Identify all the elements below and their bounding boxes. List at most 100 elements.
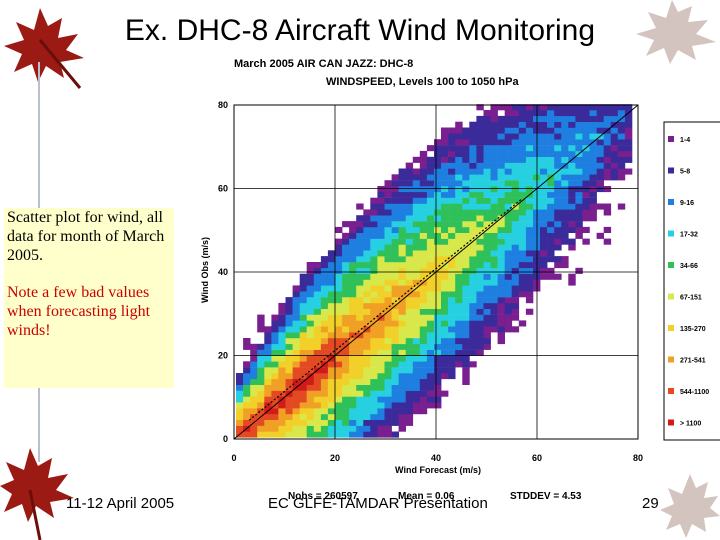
density-cell bbox=[278, 419, 286, 426]
density-cell bbox=[292, 413, 300, 420]
density-cell bbox=[320, 373, 329, 380]
density-cell bbox=[525, 221, 534, 228]
density-cell bbox=[448, 355, 456, 362]
density-cell bbox=[497, 209, 505, 216]
density-cell bbox=[455, 343, 463, 350]
density-cell bbox=[554, 256, 562, 263]
density-cell bbox=[306, 326, 315, 333]
density-cell bbox=[257, 314, 265, 321]
stat-mean: Mean = 0.06 bbox=[398, 491, 455, 502]
density-cell bbox=[292, 390, 300, 397]
density-cell bbox=[603, 162, 612, 169]
density-cell bbox=[405, 244, 414, 251]
density-cell bbox=[292, 314, 300, 321]
density-cell bbox=[419, 343, 428, 350]
density-cell bbox=[603, 174, 612, 181]
density-cell bbox=[285, 314, 293, 321]
density-cell bbox=[518, 115, 527, 122]
density-cell bbox=[504, 279, 513, 286]
density-cell bbox=[462, 349, 470, 356]
density-cell bbox=[610, 110, 619, 117]
density-cell bbox=[469, 308, 477, 315]
density-cell bbox=[518, 104, 527, 111]
density-cell bbox=[363, 419, 371, 426]
density-cell bbox=[441, 285, 449, 292]
density-cell bbox=[448, 174, 456, 181]
density-cell bbox=[313, 308, 322, 315]
density-cell bbox=[412, 174, 421, 181]
density-cell bbox=[547, 191, 555, 198]
density-cell bbox=[257, 384, 265, 391]
density-cell bbox=[398, 314, 406, 321]
density-cell bbox=[462, 174, 470, 181]
density-cell bbox=[426, 180, 435, 187]
density-cell bbox=[434, 396, 442, 403]
density-cell bbox=[271, 408, 279, 415]
density-cell bbox=[462, 355, 470, 362]
density-cell bbox=[617, 127, 626, 134]
density-cell bbox=[561, 215, 569, 222]
density-cell bbox=[398, 396, 406, 403]
density-cell bbox=[490, 232, 498, 239]
density-cell bbox=[554, 273, 562, 280]
density-cell bbox=[589, 162, 597, 169]
density-cell bbox=[518, 209, 527, 216]
density-cell bbox=[335, 226, 343, 233]
density-cell bbox=[561, 133, 569, 140]
density-cell bbox=[426, 302, 435, 309]
density-cell bbox=[518, 133, 527, 140]
density-cell bbox=[476, 314, 484, 321]
density-cell bbox=[483, 291, 491, 298]
density-cell bbox=[497, 191, 505, 198]
density-cell bbox=[306, 297, 315, 304]
density-cell bbox=[377, 209, 385, 216]
density-cell bbox=[335, 256, 343, 263]
density-cell bbox=[384, 232, 392, 239]
density-cell bbox=[299, 291, 308, 298]
density-cell bbox=[476, 162, 484, 169]
density-cell bbox=[441, 168, 449, 175]
density-cell bbox=[575, 221, 583, 228]
density-cell bbox=[568, 174, 576, 181]
density-cell bbox=[377, 256, 385, 263]
density-cell bbox=[518, 320, 527, 327]
density-cell bbox=[554, 203, 562, 210]
legend-box bbox=[663, 121, 720, 441]
density-cell bbox=[554, 180, 562, 187]
density-cell bbox=[264, 361, 272, 368]
density-cell bbox=[278, 326, 286, 333]
density-cell bbox=[398, 191, 406, 198]
legend-swatch bbox=[668, 230, 674, 237]
density-cell bbox=[285, 338, 293, 345]
density-cell bbox=[419, 384, 428, 391]
density-cell bbox=[525, 110, 534, 117]
density-cell bbox=[554, 145, 562, 152]
density-cell bbox=[525, 139, 534, 146]
density-cell bbox=[377, 390, 385, 397]
density-cell bbox=[511, 238, 520, 245]
density-cell bbox=[320, 267, 329, 274]
density-cell bbox=[518, 145, 527, 152]
density-cell bbox=[384, 425, 392, 432]
density-cell bbox=[313, 355, 322, 362]
density-cell bbox=[448, 314, 456, 321]
density-cell bbox=[441, 326, 449, 333]
density-cell bbox=[547, 197, 555, 204]
density-cell bbox=[257, 349, 265, 356]
density-cell bbox=[243, 384, 251, 391]
density-cell bbox=[419, 174, 428, 181]
density-cell bbox=[554, 127, 562, 134]
density-cell bbox=[568, 238, 576, 245]
density-cell bbox=[426, 162, 435, 169]
density-cell bbox=[497, 279, 505, 286]
density-cell bbox=[384, 279, 392, 286]
density-cell bbox=[391, 244, 399, 251]
density-cell bbox=[419, 197, 428, 204]
density-cell bbox=[469, 361, 477, 368]
density-cell bbox=[419, 338, 428, 345]
density-cell bbox=[490, 279, 498, 286]
density-cell bbox=[610, 104, 619, 111]
density-cell bbox=[398, 378, 406, 385]
density-cell bbox=[511, 232, 520, 239]
density-cell bbox=[596, 180, 604, 187]
